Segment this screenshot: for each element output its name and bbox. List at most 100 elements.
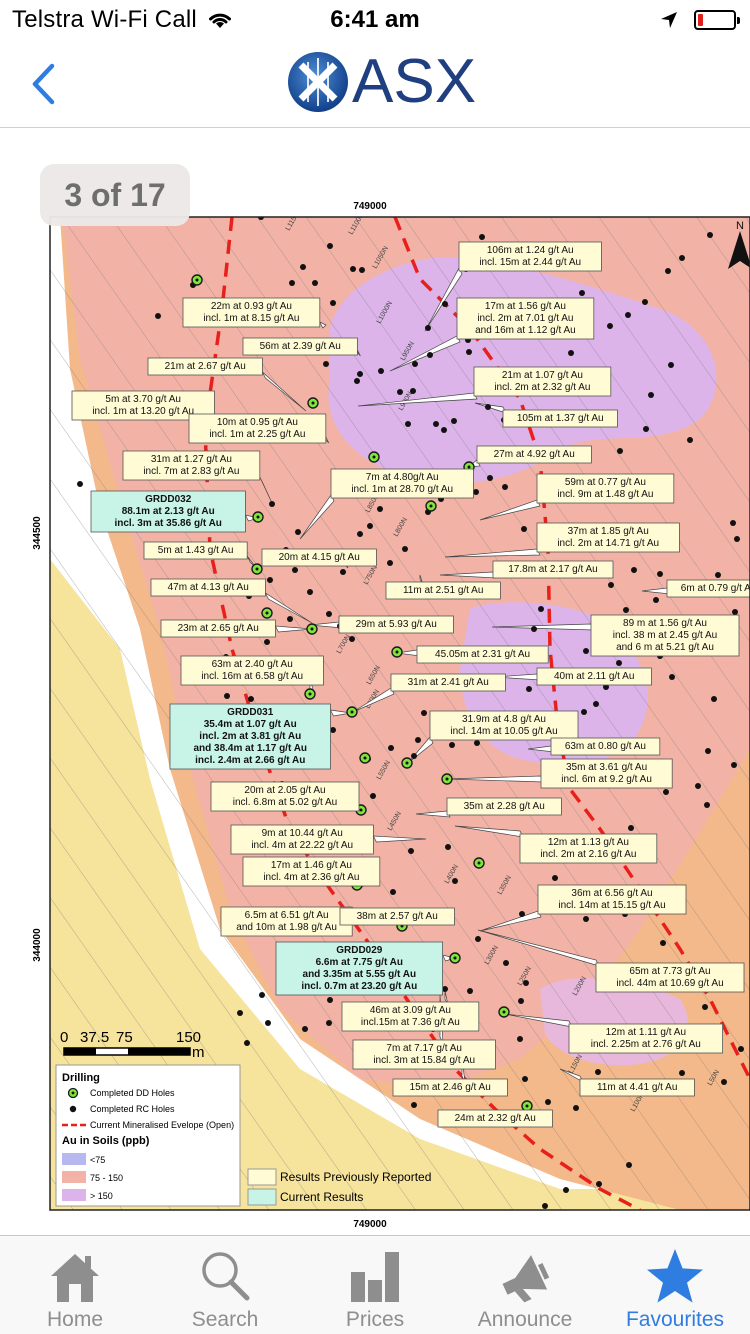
tab-announce[interactable]: Announce bbox=[450, 1236, 600, 1334]
rc-hole bbox=[596, 1181, 602, 1187]
rc-hole bbox=[442, 986, 448, 992]
rc-hole bbox=[730, 520, 736, 526]
rc-hole bbox=[259, 992, 265, 998]
callout-line: GRDD031 bbox=[227, 707, 274, 718]
rc-hole bbox=[517, 1036, 523, 1042]
rc-hole bbox=[466, 349, 472, 355]
tab-favourites[interactable]: Favourites bbox=[600, 1236, 750, 1334]
callout-line: 31m at 1.27 g/t Au bbox=[151, 454, 232, 465]
callout-box bbox=[122, 450, 261, 481]
rc-hole bbox=[643, 426, 649, 432]
callout-box bbox=[536, 667, 652, 686]
previous-result-callout: 20m at 4.15 g/t Au bbox=[261, 548, 377, 567]
rc-hole bbox=[631, 567, 637, 573]
legend-drilling-title: Drilling bbox=[62, 1072, 100, 1084]
callout-leader bbox=[264, 592, 313, 624]
rc-hole bbox=[292, 567, 298, 573]
callout-line: incl. 2.4m at 2.66 g/t Au bbox=[195, 755, 305, 766]
callout-line: 23m at 2.65 g/t Au bbox=[178, 623, 259, 634]
callout-line: incl.15m at 7.36 g/t Au bbox=[361, 1017, 460, 1028]
previous-result-callout: 56m at 2.39 g/t Au bbox=[242, 337, 358, 356]
callout-line: 105m at 1.37 g/t Au bbox=[517, 413, 604, 424]
callout-box bbox=[352, 1039, 496, 1070]
rc-hole bbox=[415, 737, 421, 743]
rc-hole bbox=[479, 234, 485, 240]
rc-hole bbox=[302, 1026, 308, 1032]
callout-leader bbox=[329, 709, 352, 717]
rc-hole bbox=[155, 313, 161, 319]
rc-hole bbox=[326, 611, 332, 617]
rc-hole bbox=[323, 361, 329, 367]
back-button[interactable] bbox=[24, 60, 68, 108]
scale-tick-37: 37.5 bbox=[80, 1029, 109, 1046]
callout-line: 24m at 2.32 g/t Au bbox=[455, 1113, 536, 1124]
scale-unit: m bbox=[192, 1044, 205, 1061]
dd-hole-center bbox=[453, 956, 457, 960]
callout-box bbox=[537, 884, 687, 915]
callout-line: 15m at 2.46 g/t Au bbox=[410, 1082, 491, 1093]
callout-line: and 16m at 1.12 g/t Au bbox=[475, 325, 576, 336]
dd-hole-center bbox=[311, 401, 315, 405]
tab-prices[interactable]: Prices bbox=[300, 1236, 450, 1334]
north-label: N bbox=[736, 220, 744, 232]
rc-hole bbox=[349, 636, 355, 642]
callout-box bbox=[390, 673, 506, 692]
rc-hole bbox=[603, 684, 609, 690]
document-viewer[interactable]: L1150NL1100NL1050NL1000NL950NL900NL850NL… bbox=[0, 129, 750, 1235]
rc-hole bbox=[405, 421, 411, 427]
callout-box bbox=[180, 655, 324, 686]
rc-hole bbox=[350, 266, 356, 272]
callout-leader bbox=[262, 371, 307, 412]
callout-box bbox=[456, 297, 595, 340]
callout-box bbox=[550, 737, 661, 756]
callout-box bbox=[392, 1078, 508, 1097]
rc-hole bbox=[704, 802, 710, 808]
callout-box bbox=[338, 615, 454, 634]
callout-box bbox=[595, 962, 745, 993]
previous-result-callout: 27m at 4.92 g/t Au bbox=[476, 445, 592, 464]
callout-line: incl. 1m at 13.20 g/t Au bbox=[92, 406, 194, 417]
tab-home[interactable]: Home bbox=[0, 1236, 150, 1334]
tab-announce-label: Announce bbox=[477, 1308, 573, 1331]
rc-hole bbox=[289, 280, 295, 286]
callout-line: 17m at 1.46 g/t Au bbox=[271, 860, 352, 871]
callout-line: 56m at 2.39 g/t Au bbox=[260, 341, 341, 352]
rc-hole bbox=[732, 609, 738, 615]
callout-line: 5m at 1.43 g/t Au bbox=[158, 545, 234, 556]
callout-line: incl. 4m at 2.36 g/t Au bbox=[263, 872, 359, 883]
previous-result-callout: 11m at 2.51 g/t Au bbox=[385, 581, 501, 600]
callout-box bbox=[446, 797, 562, 816]
rc-hole bbox=[411, 753, 417, 759]
previous-result-callout: 6m at 0.79 g/t Au bbox=[666, 579, 750, 598]
callout-box bbox=[458, 241, 602, 272]
callout-box bbox=[502, 409, 618, 428]
callout-line: incl. 2.25m at 2.76 g/t Au bbox=[591, 1039, 701, 1050]
callout-line: 35m at 3.61 g/t Au bbox=[566, 762, 647, 773]
rc-hole bbox=[244, 1040, 250, 1046]
rc-hole bbox=[441, 427, 447, 433]
legend-rc-holes: Completed RC Holes bbox=[90, 1104, 175, 1114]
tab-search[interactable]: Search bbox=[150, 1236, 300, 1334]
dd-hole-center bbox=[350, 710, 354, 714]
callout-box bbox=[90, 490, 246, 533]
callout-line: 11m at 2.51 g/t Au bbox=[403, 585, 483, 596]
rc-hole bbox=[474, 740, 480, 746]
callout-line: 22m at 0.93 g/t Au bbox=[211, 301, 292, 312]
callout-box bbox=[182, 297, 321, 328]
rc-hole bbox=[269, 501, 275, 507]
location-arrow-icon bbox=[661, 12, 677, 28]
rc-hole bbox=[581, 709, 587, 715]
easting-bottom-label: 749000 bbox=[353, 1219, 387, 1230]
callout-box bbox=[230, 824, 374, 855]
rc-hole bbox=[330, 727, 336, 733]
drilling-results-map[interactable]: L1150NL1100NL1050NL1000NL950NL900NL850NL… bbox=[0, 129, 750, 1235]
rc-hole bbox=[237, 1010, 243, 1016]
rc-hole bbox=[523, 980, 529, 986]
callout-line: and 6 m at 5.21 g/t Au bbox=[616, 642, 714, 653]
